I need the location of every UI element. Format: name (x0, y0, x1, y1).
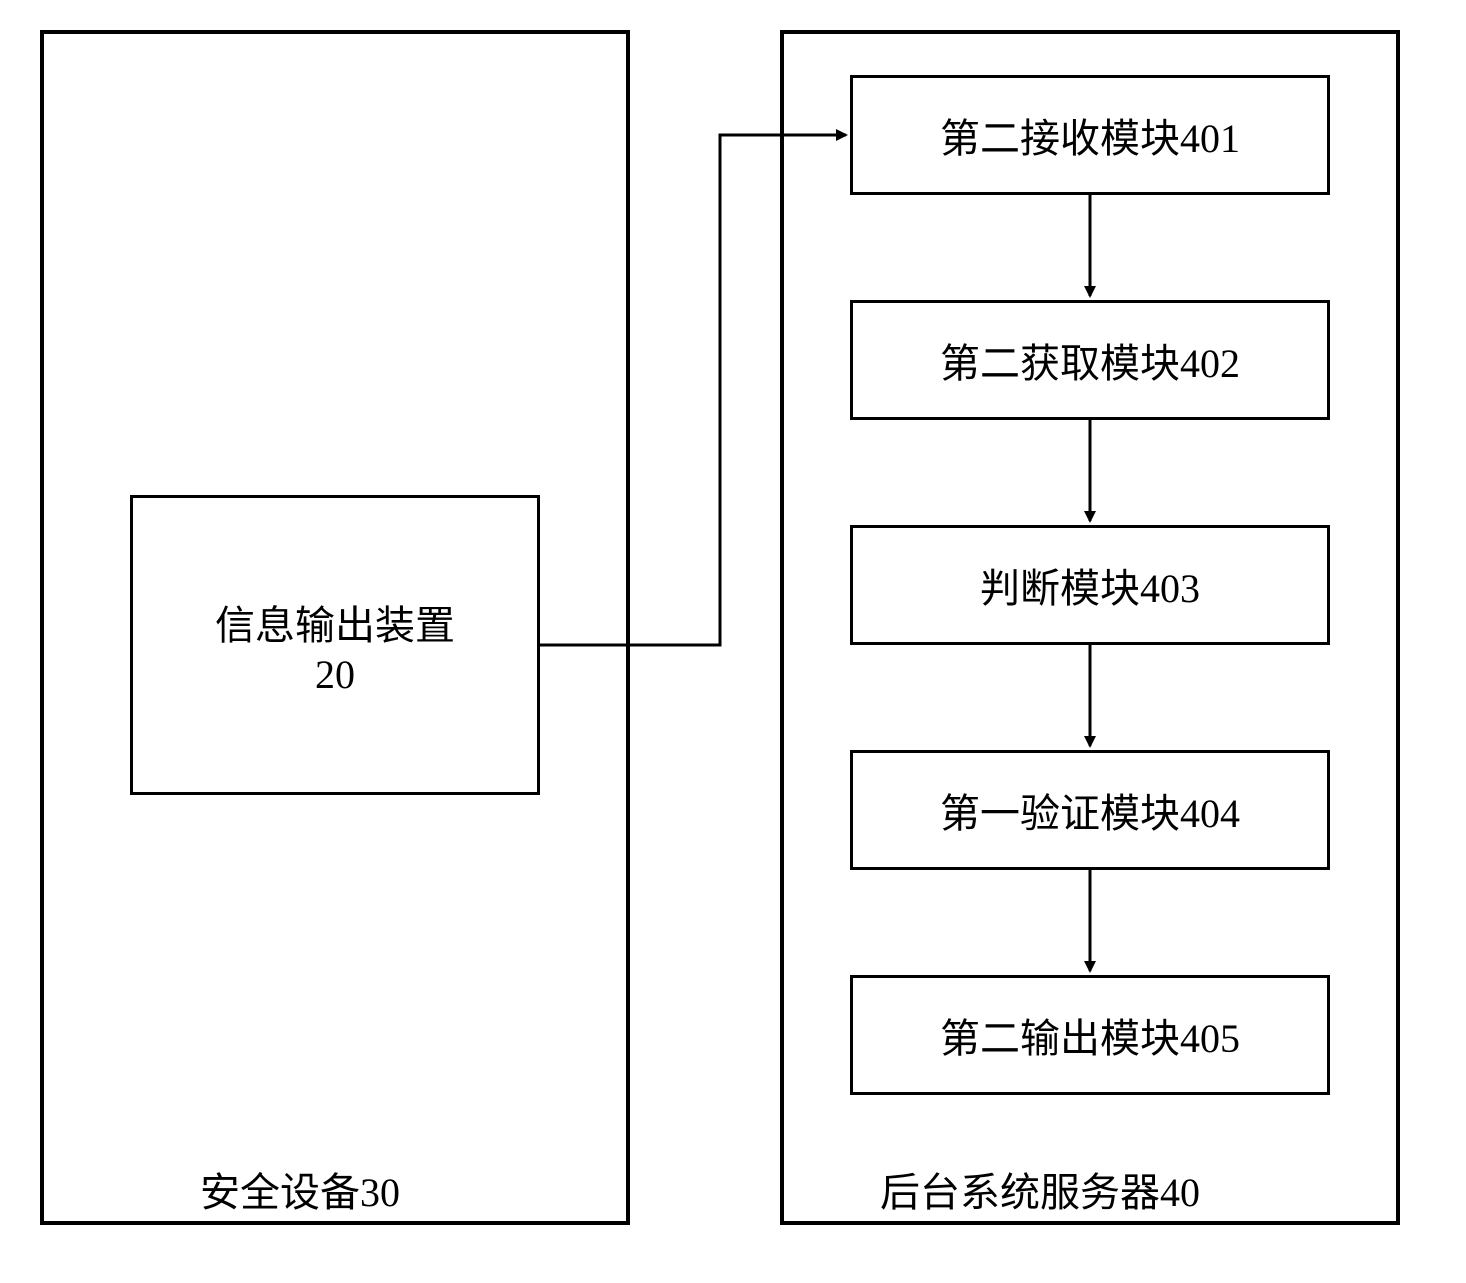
info-output-device-box: 信息输出装置 20 (130, 495, 540, 795)
info-output-device-line1: 信息输出装置 (215, 593, 455, 651)
info-output-device-line2: 20 (315, 651, 355, 698)
module-label-3: 第一验证模块404 (940, 781, 1240, 839)
system-diagram: 安全设备30 信息输出装置 20 后台系统服务器40 第二接收模块401 第二获… (0, 0, 1466, 1283)
module-label-1: 第二获取模块402 (940, 331, 1240, 389)
module-box-4: 第二输出模块405 (850, 975, 1330, 1095)
module-label-2: 判断模块403 (980, 556, 1200, 614)
right-container-label: 后台系统服务器40 (880, 1160, 1200, 1218)
module-label-4: 第二输出模块405 (940, 1006, 1240, 1064)
module-box-0: 第二接收模块401 (850, 75, 1330, 195)
module-box-1: 第二获取模块402 (850, 300, 1330, 420)
module-label-0: 第二接收模块401 (940, 106, 1240, 164)
module-box-2: 判断模块403 (850, 525, 1330, 645)
left-container-label: 安全设备30 (200, 1160, 400, 1218)
module-box-3: 第一验证模块404 (850, 750, 1330, 870)
